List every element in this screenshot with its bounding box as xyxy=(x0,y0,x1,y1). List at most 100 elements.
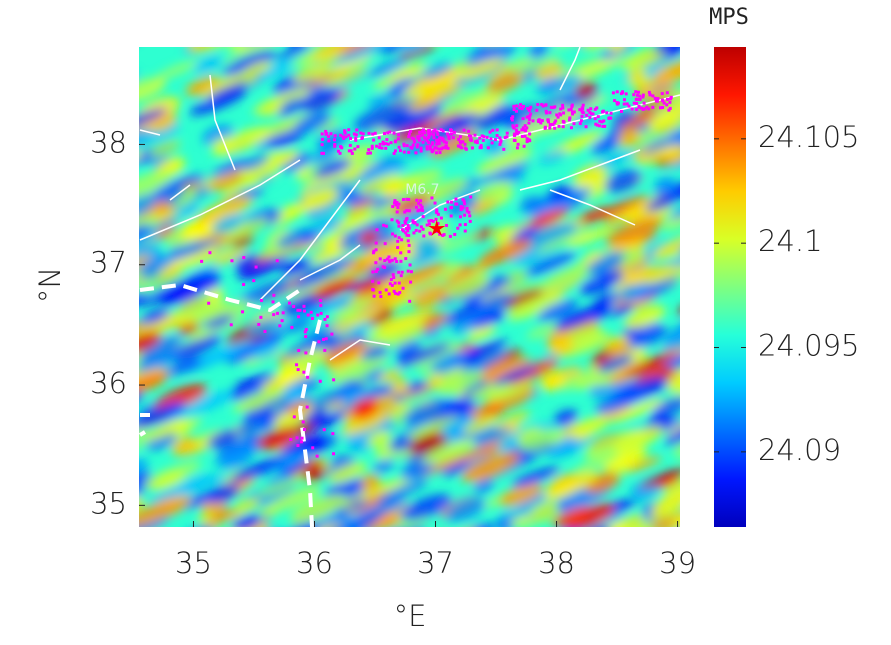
aftershock xyxy=(406,269,410,273)
field-blob xyxy=(207,483,240,504)
aftershock xyxy=(406,223,410,227)
aftershock xyxy=(385,138,389,142)
aftershock xyxy=(450,200,454,204)
field-blob xyxy=(408,430,450,455)
field-blob xyxy=(164,358,203,376)
aftershock xyxy=(421,208,425,212)
aftershock xyxy=(435,208,439,212)
aftershock xyxy=(396,239,400,243)
colorbar-tick-label: 24.095 xyxy=(758,329,859,363)
field-blob xyxy=(279,96,307,114)
field-blob xyxy=(139,47,150,48)
field-blob xyxy=(683,496,709,520)
aftershock xyxy=(463,223,467,227)
aftershock xyxy=(386,131,390,135)
aftershock xyxy=(581,107,585,111)
field-blob xyxy=(236,415,273,436)
aftershock xyxy=(570,110,574,114)
aftershock xyxy=(590,112,594,116)
aftershock xyxy=(527,117,531,121)
aftershock xyxy=(271,300,275,304)
field-blob xyxy=(229,456,287,483)
field-blob xyxy=(628,264,676,286)
aftershock xyxy=(391,205,395,209)
field-blob xyxy=(195,196,254,225)
aftershock xyxy=(207,301,211,305)
aftershock xyxy=(478,136,482,140)
aftershock xyxy=(377,136,381,140)
field-blob xyxy=(682,320,717,341)
fault xyxy=(139,159,301,241)
aftershock xyxy=(378,257,382,261)
aftershock xyxy=(635,93,639,97)
aftershock xyxy=(510,116,514,120)
aftershock xyxy=(488,130,492,134)
aftershock xyxy=(622,102,626,106)
field-blob xyxy=(139,129,154,157)
field-blob xyxy=(139,311,190,338)
aftershock xyxy=(531,119,535,123)
aftershock xyxy=(397,221,401,225)
field-blob xyxy=(299,237,323,251)
aftershock xyxy=(339,133,343,137)
aftershock xyxy=(519,103,523,107)
aftershock xyxy=(464,147,468,151)
field-blob xyxy=(250,342,280,360)
field-blob xyxy=(398,204,440,225)
aftershock xyxy=(434,210,438,214)
field-blob xyxy=(149,140,181,157)
aftershock xyxy=(613,99,617,103)
field-blob xyxy=(309,385,357,409)
aftershock xyxy=(325,324,329,328)
field-blob xyxy=(535,14,594,48)
aftershock xyxy=(407,226,411,230)
aftershock xyxy=(316,313,320,317)
field-blob xyxy=(529,222,578,249)
aftershock xyxy=(548,111,552,115)
aftershock xyxy=(409,270,413,274)
aftershock xyxy=(443,140,447,144)
aftershock xyxy=(348,143,352,147)
aftershock xyxy=(424,137,428,141)
aftershock xyxy=(325,315,329,319)
field-blob xyxy=(650,111,680,132)
aftershock xyxy=(651,105,655,109)
field-blob xyxy=(340,411,389,436)
aftershock xyxy=(434,151,438,155)
aftershock xyxy=(437,139,441,143)
field-blob xyxy=(530,500,559,523)
x-tick-label: 38 xyxy=(538,546,575,580)
aftershock xyxy=(446,200,450,204)
field-blob xyxy=(590,136,622,155)
field-blob xyxy=(204,24,245,49)
field-blob xyxy=(474,161,531,185)
aftershock xyxy=(410,146,414,150)
aftershock xyxy=(546,118,550,122)
field-blob xyxy=(276,228,314,248)
field-blob xyxy=(641,466,680,489)
aftershock xyxy=(289,437,293,441)
aftershock xyxy=(493,138,497,142)
colorbar-tick-label: 24.1 xyxy=(758,224,823,258)
field-blob xyxy=(225,217,270,240)
aftershock xyxy=(656,97,660,101)
aftershock xyxy=(465,209,469,213)
field-blob xyxy=(470,310,507,329)
field-blob xyxy=(519,427,562,452)
aftershock xyxy=(453,232,457,236)
field-blob xyxy=(460,451,521,482)
field-blob xyxy=(383,102,443,133)
field-blob xyxy=(394,262,448,287)
field-blob xyxy=(345,199,377,215)
field-blob xyxy=(207,26,242,49)
field-blob xyxy=(367,93,394,108)
field-blob xyxy=(602,447,647,472)
aftershock xyxy=(468,214,472,218)
field-blob xyxy=(303,408,328,422)
aftershock xyxy=(539,121,543,125)
aftershock xyxy=(333,134,337,138)
aftershock xyxy=(486,146,490,150)
field-blob xyxy=(463,528,488,548)
aftershock xyxy=(527,114,531,118)
aftershock xyxy=(429,219,433,223)
